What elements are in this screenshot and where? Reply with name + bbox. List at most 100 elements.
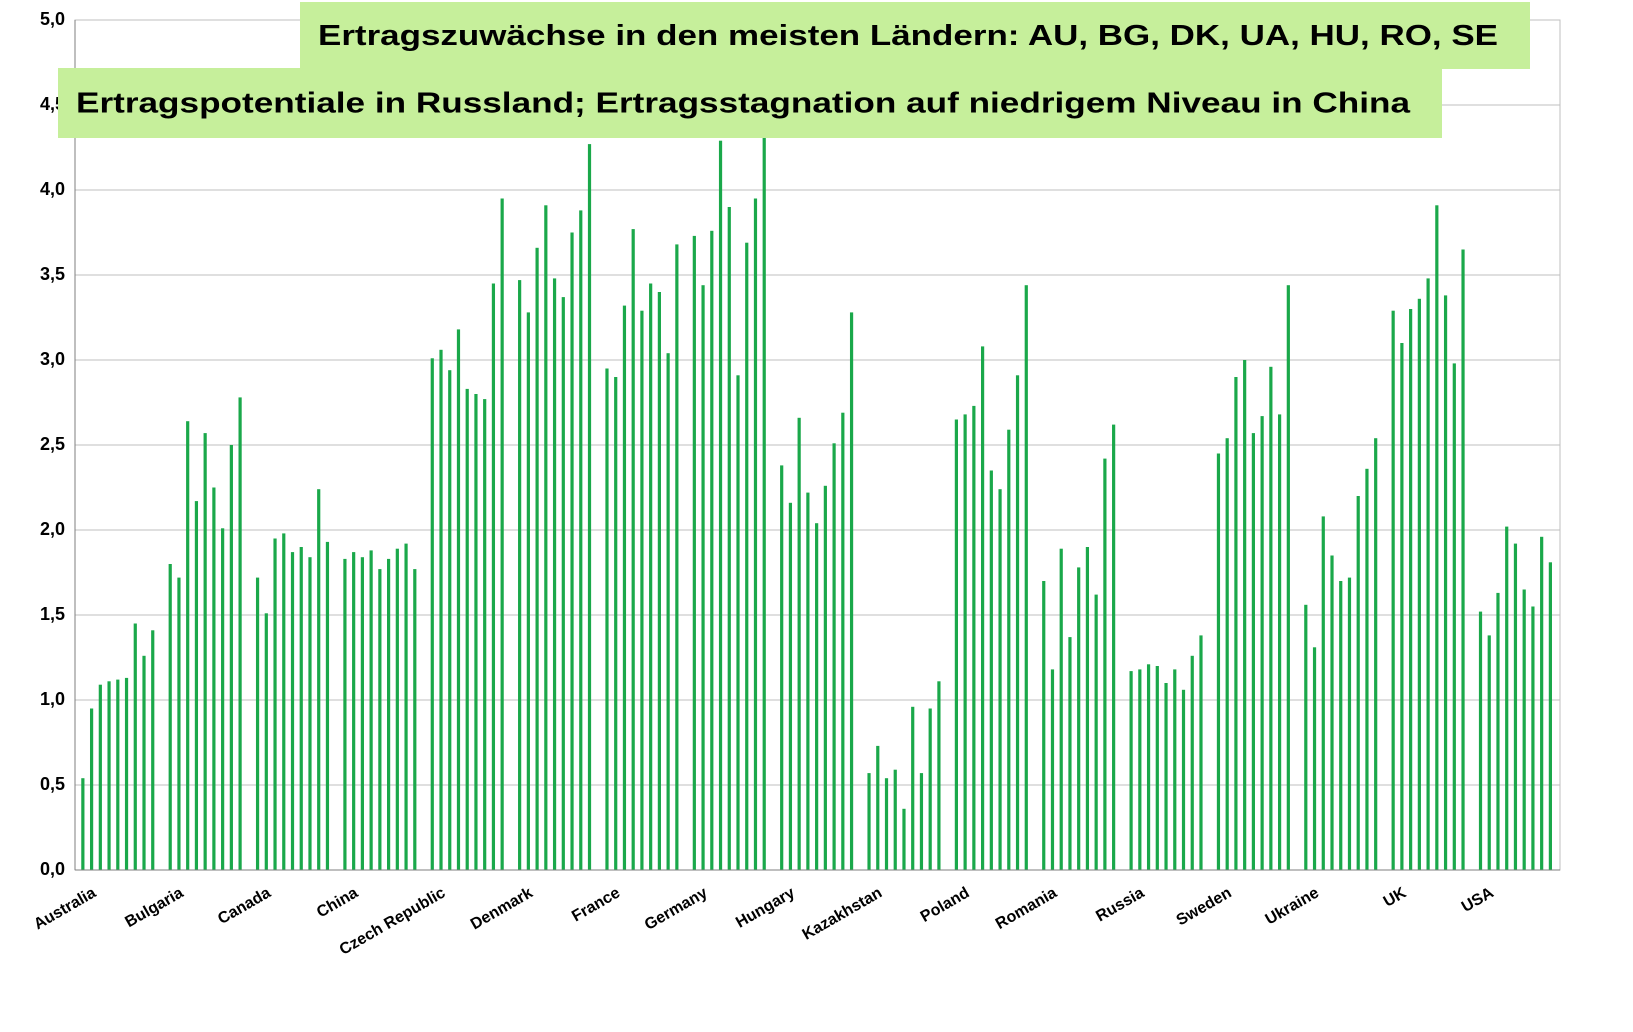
x-tick-label: Russia xyxy=(1093,884,1147,925)
bar xyxy=(1548,562,1552,870)
y-tick-label: 1,0 xyxy=(40,689,65,709)
bar xyxy=(369,550,373,870)
bar xyxy=(273,538,277,870)
bar xyxy=(1505,526,1509,870)
bar xyxy=(1173,669,1177,870)
bar xyxy=(972,405,976,870)
bar xyxy=(308,557,312,870)
bar xyxy=(832,443,836,870)
x-tick-label: Romania xyxy=(993,884,1060,933)
x-tick-label: Bulgaria xyxy=(122,884,186,931)
bar xyxy=(1452,363,1456,870)
bar xyxy=(1085,547,1090,870)
bar xyxy=(1234,377,1238,870)
bar xyxy=(386,558,391,870)
bar xyxy=(1487,635,1491,870)
y-tick-label: 4,0 xyxy=(40,179,65,199)
y-tick-label: 5,0 xyxy=(40,9,65,29)
y-tick-label: 3,5 xyxy=(40,264,65,284)
bar xyxy=(1443,295,1448,870)
x-tick-label: Sweden xyxy=(1174,884,1235,929)
bar xyxy=(806,492,810,870)
bar xyxy=(605,368,609,870)
bar xyxy=(954,419,958,870)
bar xyxy=(282,533,286,870)
bar xyxy=(710,230,714,871)
bar xyxy=(788,502,793,870)
bar xyxy=(1059,548,1063,870)
bar xyxy=(622,305,627,871)
bar xyxy=(675,244,679,870)
bar xyxy=(579,210,583,870)
bar xyxy=(823,485,827,870)
bar xyxy=(884,778,889,870)
bar xyxy=(1531,606,1535,870)
bar xyxy=(780,465,784,870)
bar xyxy=(1277,414,1282,870)
bar xyxy=(911,706,915,870)
bar xyxy=(317,489,321,870)
y-tick-label: 3,0 xyxy=(40,349,65,369)
bar xyxy=(1321,516,1325,870)
bar xyxy=(561,297,565,871)
bar xyxy=(255,577,260,870)
bar xyxy=(701,285,705,870)
bar xyxy=(727,207,731,870)
bar xyxy=(194,501,199,870)
x-tick-label: France xyxy=(569,884,623,925)
bar xyxy=(649,283,653,870)
bar xyxy=(1426,278,1430,870)
bar xyxy=(290,552,295,870)
bar xyxy=(483,399,487,870)
bar xyxy=(849,312,854,870)
bar xyxy=(1347,577,1352,870)
bar xyxy=(448,370,452,870)
y-tick-label: 0,5 xyxy=(40,774,65,794)
bar xyxy=(343,558,347,870)
bar xyxy=(1330,555,1334,870)
x-tick-label: Australia xyxy=(31,884,99,933)
bar xyxy=(360,557,364,870)
bar xyxy=(1374,438,1378,870)
bar xyxy=(1190,655,1194,870)
bar xyxy=(1181,689,1186,870)
bar xyxy=(1461,249,1465,870)
bar xyxy=(1269,366,1273,870)
bar xyxy=(1155,666,1159,870)
bar xyxy=(1312,647,1317,870)
bar xyxy=(552,278,557,870)
bar xyxy=(264,613,268,870)
bar xyxy=(1417,298,1421,870)
bar xyxy=(753,198,758,870)
bar xyxy=(762,130,766,870)
bar xyxy=(212,487,216,870)
bar xyxy=(1094,594,1098,870)
bar xyxy=(1391,310,1395,870)
bar xyxy=(1339,581,1343,870)
bar xyxy=(919,773,924,870)
annotation-box xyxy=(300,2,1530,69)
y-tick-label: 0,0 xyxy=(40,859,65,879)
bar xyxy=(186,421,190,870)
bar xyxy=(535,247,539,871)
x-tick-label: Hungary xyxy=(733,884,798,931)
bar xyxy=(98,684,102,870)
bar xyxy=(1199,635,1203,870)
bar xyxy=(570,232,574,870)
bar xyxy=(544,205,548,871)
bar xyxy=(928,708,932,870)
bar xyxy=(1129,671,1133,870)
bar xyxy=(107,681,111,870)
bar xyxy=(797,417,801,870)
bar xyxy=(203,433,207,870)
bar xyxy=(718,140,723,870)
x-tick-label: China xyxy=(314,884,361,921)
bar xyxy=(876,745,880,870)
bar xyxy=(745,242,749,870)
bar xyxy=(133,623,137,870)
bar xyxy=(430,358,434,870)
bar xyxy=(352,552,356,870)
x-tick-label: USA xyxy=(1459,884,1497,916)
bar xyxy=(640,310,644,870)
bar xyxy=(893,769,897,870)
